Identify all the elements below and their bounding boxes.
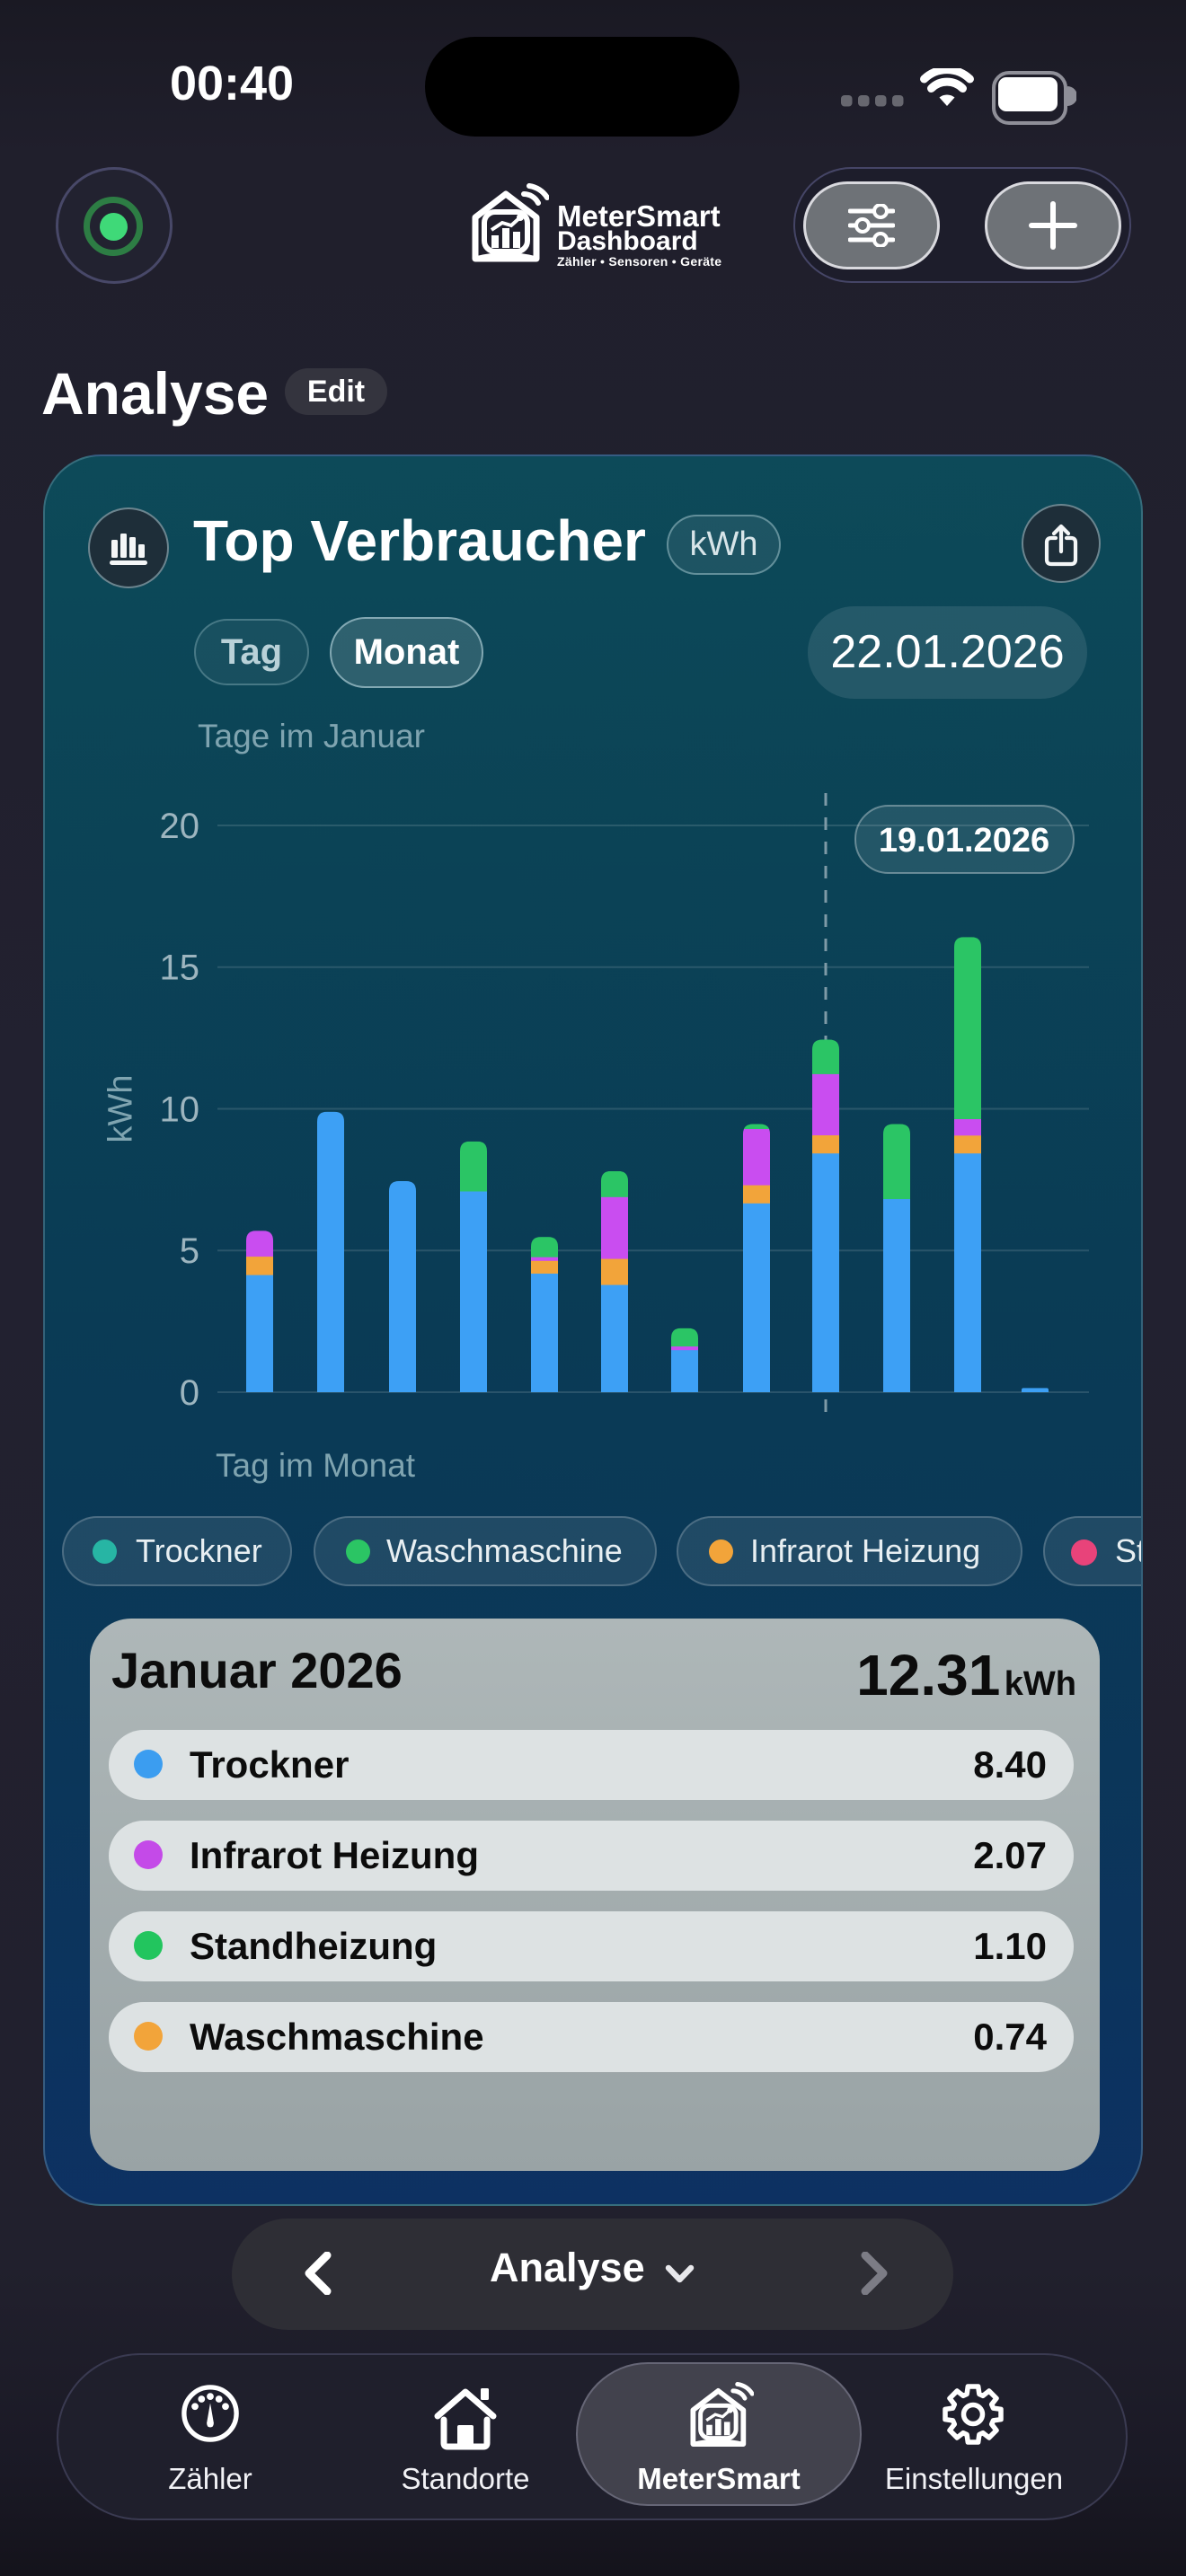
svg-text:19.01.2026: 19.01.2026 [879,822,1049,860]
svg-text:20: 20 [160,807,200,846]
svg-text:15: 15 [160,948,200,988]
svg-text:5: 5 [180,1231,199,1271]
svg-text:10: 10 [160,1090,200,1130]
svg-text:0: 0 [180,1373,199,1413]
